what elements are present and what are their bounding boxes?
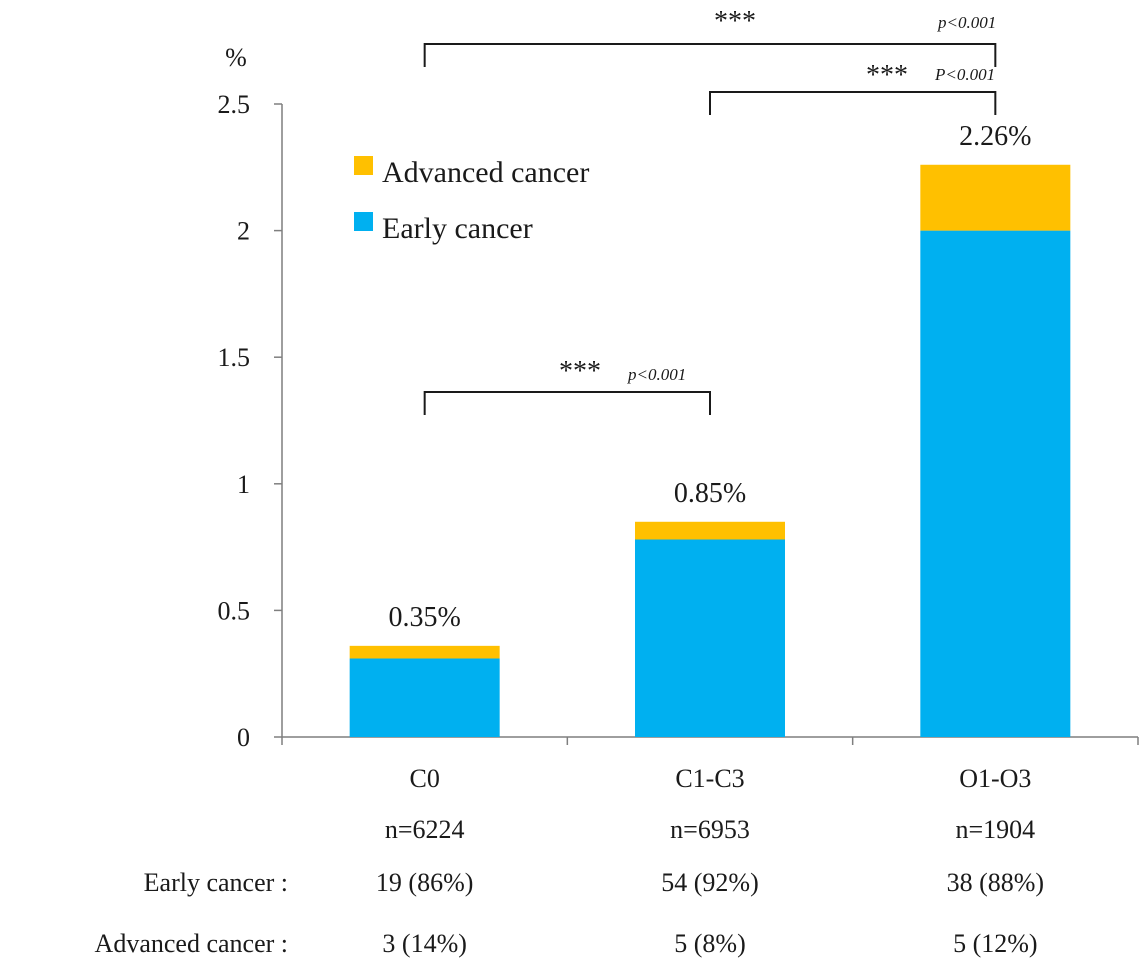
y-tick-label: 0	[237, 723, 250, 752]
x-category-label: O1-O3	[959, 764, 1031, 793]
significance-bracket	[423, 43, 997, 67]
bar-segment-early-cancer	[635, 539, 785, 737]
bar-total-label: 0.85%	[674, 478, 746, 509]
significance-p-value: p<0.001	[937, 13, 996, 32]
y-tick-label: 1	[237, 470, 250, 499]
bar-segment-advanced-cancer	[635, 521, 785, 540]
bar-total-label: 2.26%	[959, 121, 1031, 152]
table-cell: 5 (8%)	[674, 929, 745, 958]
significance-bracket	[423, 391, 711, 415]
x-category-label: C1-C3	[675, 764, 744, 793]
bar-segment-advanced-cancer	[349, 645, 500, 659]
x-category-n-label: n=6953	[670, 815, 750, 844]
y-axis-unit-label: %	[225, 43, 247, 72]
y-tick-label: 0.5	[218, 596, 251, 625]
significance-bracket	[709, 91, 997, 115]
table-cell: 5 (12%)	[953, 929, 1037, 958]
table-cell: 3 (14%)	[382, 929, 466, 958]
table-row-label: Early cancer :	[144, 868, 288, 897]
significance-stars: ***	[559, 356, 601, 387]
table-row-label: Advanced cancer :	[95, 929, 288, 958]
bar-segment-advanced-cancer	[920, 164, 1071, 231]
significance-stars: ***	[866, 60, 908, 91]
bar-total-label: 0.35%	[389, 602, 461, 633]
legend-swatch	[354, 156, 373, 175]
y-tick-label: 1.5	[218, 343, 251, 372]
table-cell: 38 (88%)	[947, 868, 1044, 897]
legend-swatch	[354, 212, 373, 231]
table-cell: 54 (92%)	[661, 868, 758, 897]
y-tick-label: 2	[237, 217, 250, 246]
x-category-label: C0	[409, 764, 439, 793]
x-category-n-label: n=6224	[385, 815, 465, 844]
bar-segment-early-cancer	[920, 230, 1071, 737]
significance-stars: ***	[714, 6, 756, 37]
table-cell: 19 (86%)	[376, 868, 473, 897]
significance-p-value: P<0.001	[934, 65, 995, 84]
x-category-n-label: n=1904	[955, 815, 1035, 844]
y-tick-label: 2.5	[218, 90, 251, 119]
significance-p-value: p<0.001	[627, 365, 686, 384]
bar-segment-early-cancer	[349, 658, 500, 737]
legend-label: Early cancer	[382, 212, 533, 245]
legend-label: Advanced cancer	[382, 156, 589, 189]
